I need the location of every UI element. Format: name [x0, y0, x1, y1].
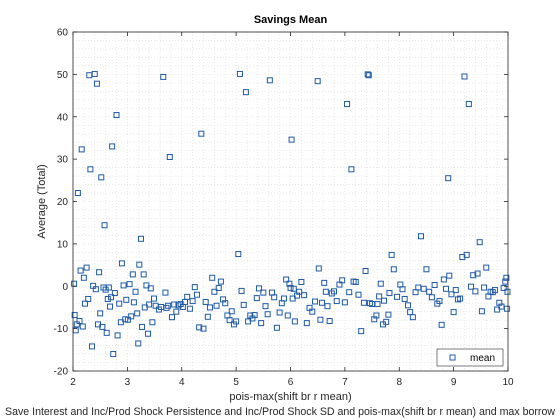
y-tick-label: 10	[57, 239, 69, 250]
x-tick-label: 4	[179, 377, 185, 388]
y-tick-label: 0	[62, 282, 68, 293]
x-tick-label: 8	[396, 377, 402, 388]
x-axis-label: pois-max(shift br r mean)	[229, 391, 351, 403]
x-tick-label: 3	[125, 377, 131, 388]
y-axis-label: Average (Total)	[36, 164, 48, 238]
x-tick-label: 9	[451, 377, 457, 388]
x-tick-label: 10	[502, 377, 514, 388]
x-tick-label: 2	[70, 377, 76, 388]
legend-label-mean: mean	[470, 353, 495, 364]
y-tick-label: 60	[57, 28, 69, 39]
y-tick-label: 20	[57, 197, 69, 208]
x-tick-label: 6	[288, 377, 294, 388]
legend: mean	[437, 349, 503, 366]
figure-footer-text: Save Interest and Inc/Prod Shock Persist…	[5, 406, 555, 418]
y-tick-label: 50	[57, 70, 69, 81]
chart-title: Savings Mean	[254, 14, 328, 26]
y-tick-label: -20	[54, 367, 69, 378]
y-tick-label: -10	[54, 324, 69, 335]
x-tick-label: 7	[342, 377, 348, 388]
y-tick-label: 30	[57, 155, 69, 166]
x-tick-label: 5	[233, 377, 239, 388]
y-tick-label: 40	[57, 112, 69, 123]
